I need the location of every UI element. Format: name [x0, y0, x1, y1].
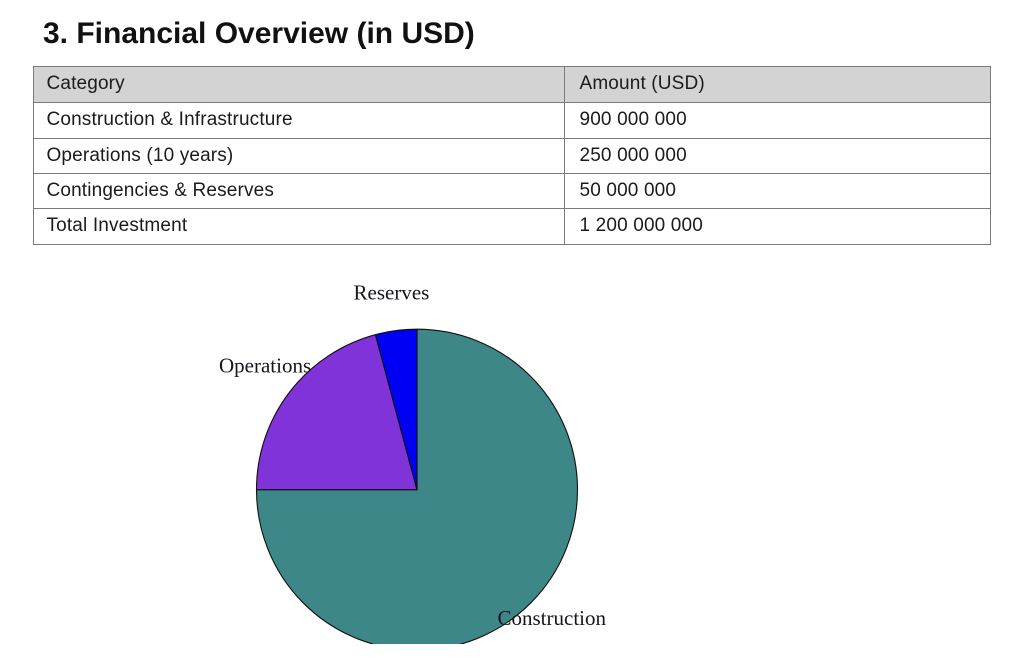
svg-text:Construction: Construction: [498, 606, 607, 630]
svg-text:Operations: Operations: [219, 354, 311, 378]
svg-text:Reserves: Reserves: [354, 281, 430, 305]
